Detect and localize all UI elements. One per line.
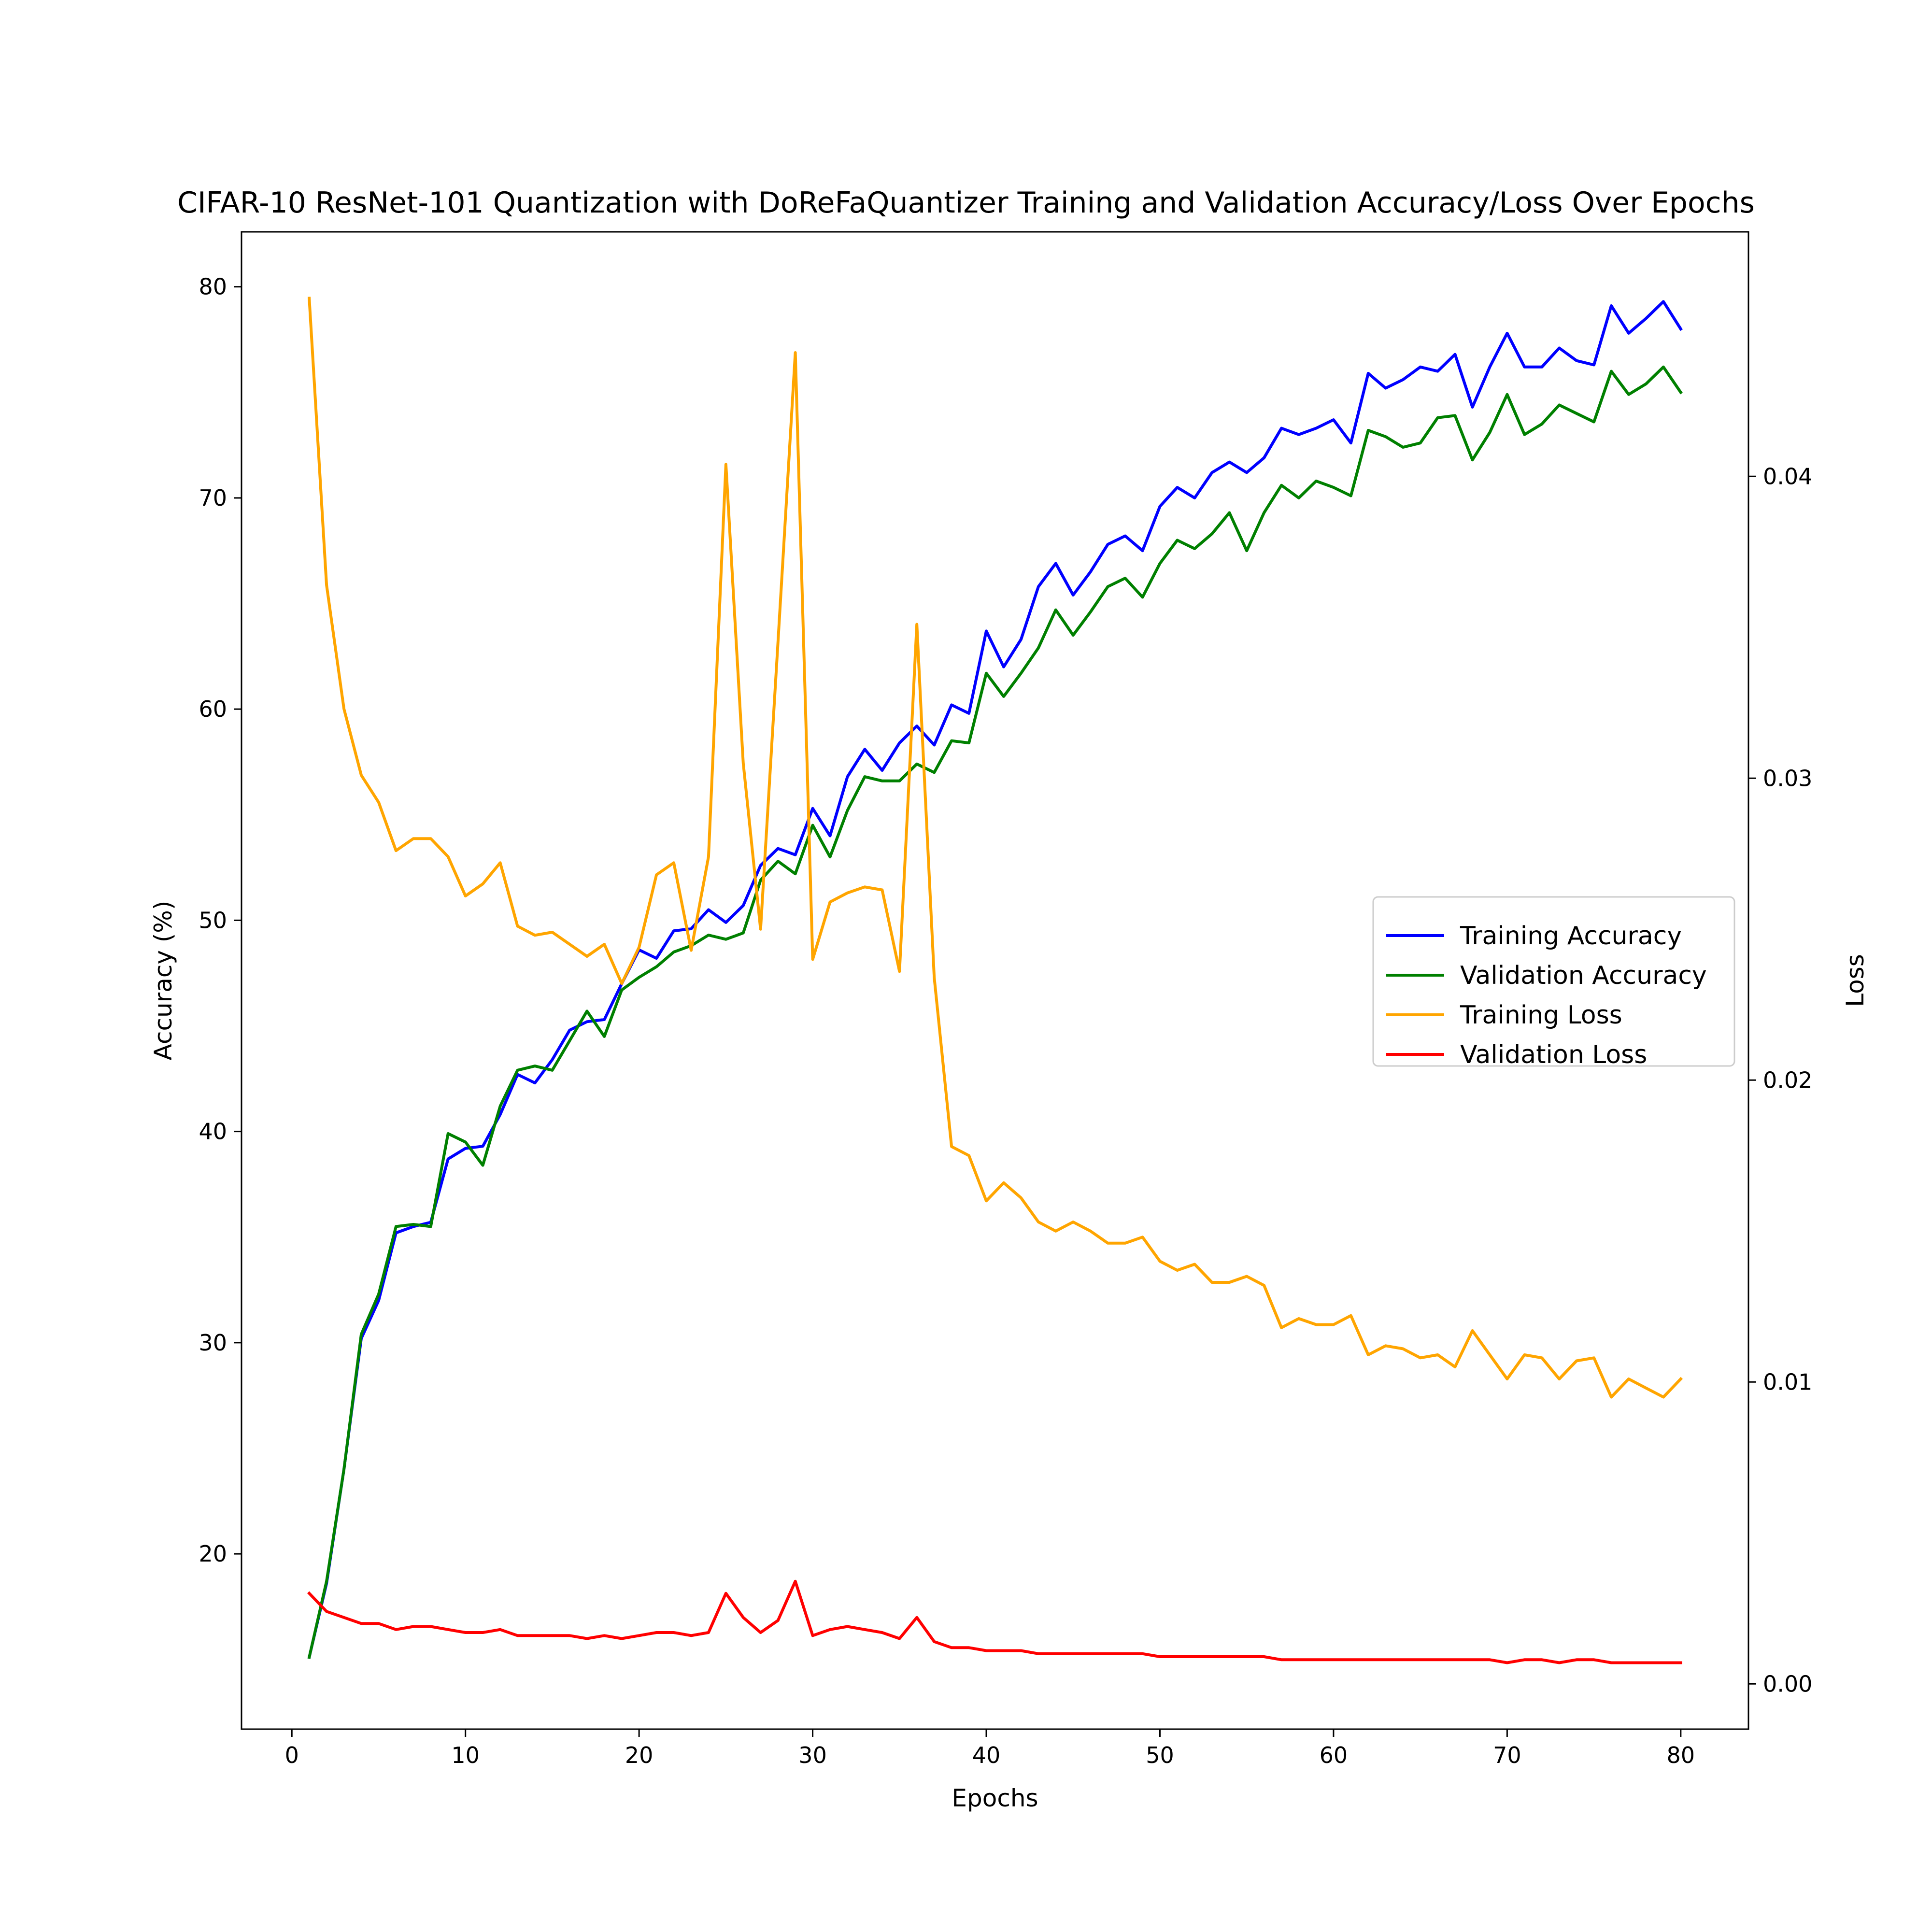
- legend-box: [1372, 896, 1735, 1067]
- y2-axis-label: Loss: [1841, 954, 1869, 1007]
- x-tick-label: 40: [972, 1742, 1001, 1768]
- y-tick-label: 20: [199, 1541, 227, 1567]
- x-tick-label: 30: [798, 1742, 827, 1768]
- y2-tick-label: 0.04: [1763, 463, 1812, 489]
- x-tick-label: 60: [1320, 1742, 1348, 1768]
- x-tick-label: 70: [1493, 1742, 1521, 1768]
- series-line-validation-accuracy: [307, 365, 1683, 1659]
- x-tick-label: 80: [1667, 1742, 1695, 1768]
- y-tick-label: 70: [199, 485, 227, 511]
- series-layer: [307, 297, 1683, 1664]
- legend-label-training-loss: Training Loss: [1460, 1001, 1622, 1030]
- series-line-training-loss: [308, 297, 1683, 1399]
- y2-tick-label: 0.01: [1763, 1369, 1812, 1395]
- x-tick-label: 0: [285, 1742, 299, 1768]
- x-axis: 0 10 20 30 40 50 60 70 80: [285, 1729, 1695, 1768]
- y-tick-label: 60: [199, 696, 227, 722]
- legend: Training Accuracy Validation Accuracy Trai…: [1372, 896, 1735, 1069]
- y-axis-left: 20 30 40 50 60 70 80: [199, 274, 242, 1567]
- y-tick-label: 50: [199, 907, 227, 933]
- y-axis-label: Accuracy (%): [149, 901, 177, 1061]
- y2-tick-label: 0.03: [1763, 765, 1812, 791]
- plot-area-frame: [241, 231, 1749, 1730]
- legend-label-training-accuracy: Training Accuracy: [1460, 922, 1682, 951]
- x-tick-label: 10: [451, 1742, 480, 1768]
- legend-label-validation-loss: Validation Loss: [1460, 1040, 1647, 1069]
- y-tick-label: 40: [199, 1119, 227, 1145]
- x-tick-label: 50: [1146, 1742, 1174, 1768]
- y2-tick-label: 0.00: [1763, 1671, 1812, 1697]
- y2-tick-label: 0.02: [1763, 1067, 1812, 1093]
- x-tick-label: 20: [625, 1742, 653, 1768]
- legend-entries: Training Accuracy Validation Accuracy Trai…: [1386, 922, 1707, 1069]
- series-line-validation-loss: [307, 1579, 1682, 1664]
- y-tick-label: 30: [199, 1330, 227, 1356]
- legend-label-validation-accuracy: Validation Accuracy: [1460, 961, 1707, 990]
- chart-title: CIFAR-10 ResNet-101 Quantization with Do…: [177, 186, 1755, 220]
- x-axis-label: Epochs: [952, 1784, 1038, 1812]
- y-tick-label: 80: [199, 274, 227, 300]
- series-line-training-accuracy: [307, 300, 1683, 1659]
- y-axis-right: 0.00 0.01 0.02 0.03 0.04: [1748, 463, 1812, 1697]
